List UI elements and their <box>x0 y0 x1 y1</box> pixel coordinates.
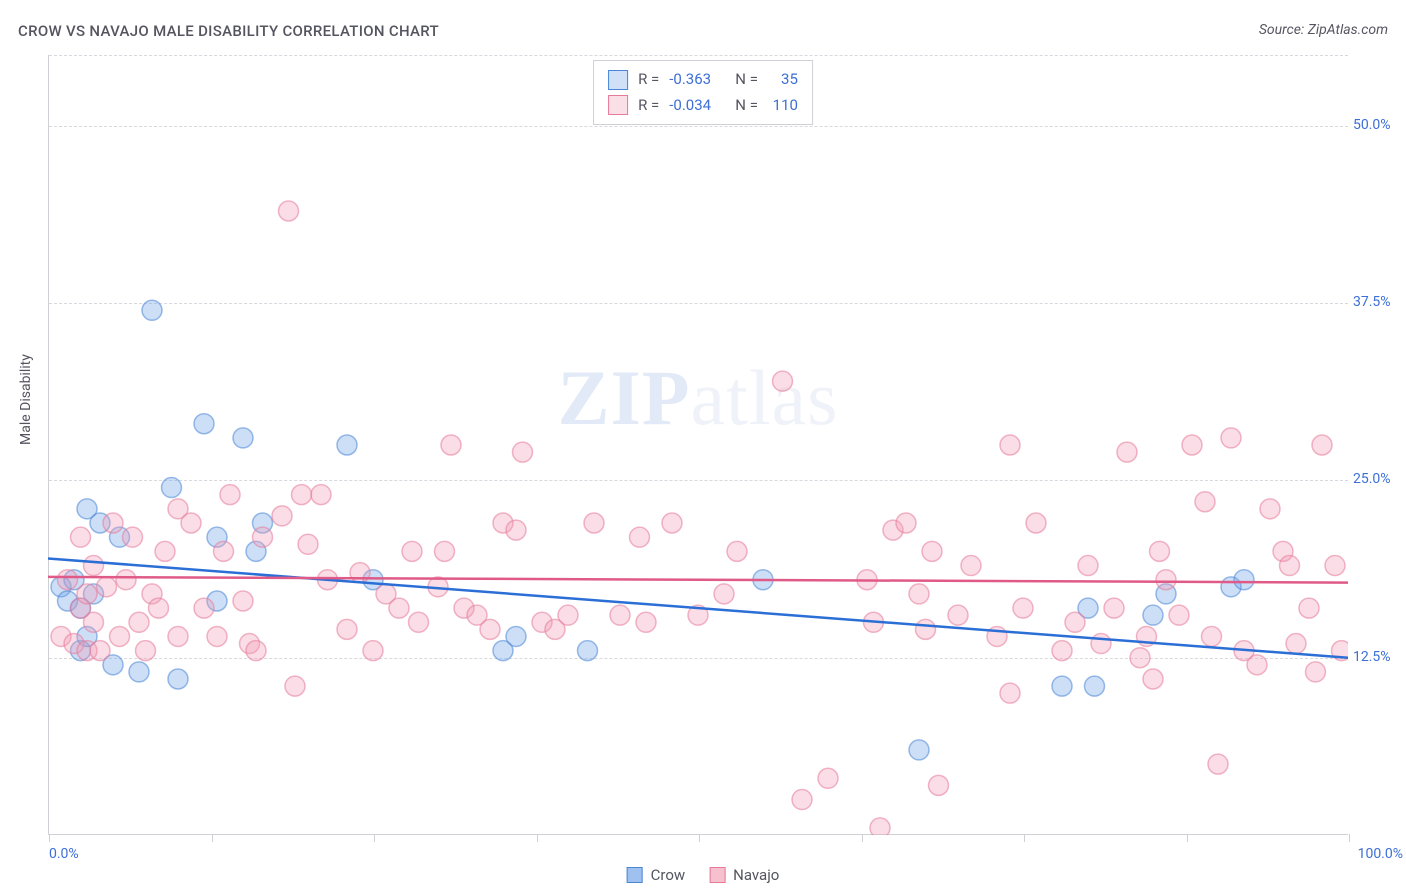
legend-correlation: R = -0.363 N = 35 R = -0.034 N = 110 <box>593 60 813 125</box>
x-tick <box>1349 834 1350 842</box>
legend-r-value: -0.363 <box>669 67 725 93</box>
plot-container: 12.5%25.0%37.5%50.0%0.0%100.0% ZIPatlas <box>48 55 1348 835</box>
legend-stat-label: R = <box>638 93 659 119</box>
legend-swatch-icon <box>627 867 643 883</box>
source-attribution: Source: ZipAtlas.com <box>1259 22 1388 38</box>
legend-series-label: Navajo <box>733 866 779 884</box>
y-tick-label: 25.0% <box>1353 471 1406 487</box>
x-tick <box>1024 834 1025 842</box>
plot-area: 12.5%25.0%37.5%50.0%0.0%100.0% <box>48 55 1348 835</box>
legend-series-label: Crow <box>651 866 686 884</box>
x-tick-label-right: 100.0% <box>1358 846 1403 862</box>
x-tick <box>1187 834 1188 842</box>
legend-row: R = -0.034 N = 110 <box>608 93 798 119</box>
chart-title: CROW VS NAVAJO MALE DISABILITY CORRELATI… <box>18 22 439 40</box>
y-tick-label: 50.0% <box>1353 117 1406 133</box>
legend-item: Crow <box>627 866 686 884</box>
x-tick <box>537 834 538 842</box>
gridline <box>49 480 1348 481</box>
gridline <box>49 126 1348 127</box>
y-axis-label: Male Disability <box>18 354 34 445</box>
legend-stat-label: R = <box>638 67 659 93</box>
x-tick <box>49 834 50 842</box>
gridline <box>49 303 1348 304</box>
legend-r-value: -0.034 <box>669 93 725 119</box>
legend-series: Crow Navajo <box>627 866 780 884</box>
legend-item: Navajo <box>709 866 779 884</box>
x-tick <box>862 834 863 842</box>
legend-n-value: 110 <box>768 93 798 119</box>
x-tick <box>212 834 213 842</box>
legend-swatch-icon <box>608 95 628 115</box>
legend-row: R = -0.363 N = 35 <box>608 67 798 93</box>
x-tick <box>374 834 375 842</box>
legend-swatch-icon <box>608 70 628 90</box>
legend-stat-label: N = <box>735 67 758 93</box>
legend-stat-label: N = <box>735 93 758 119</box>
y-tick-label: 37.5% <box>1353 294 1406 310</box>
y-tick-label: 12.5% <box>1353 649 1406 665</box>
gridline <box>49 55 1348 56</box>
legend-n-value: 35 <box>768 67 798 93</box>
x-tick-label-left: 0.0% <box>49 846 79 862</box>
gridline <box>49 658 1348 659</box>
legend-swatch-icon <box>709 867 725 883</box>
x-tick <box>699 834 700 842</box>
